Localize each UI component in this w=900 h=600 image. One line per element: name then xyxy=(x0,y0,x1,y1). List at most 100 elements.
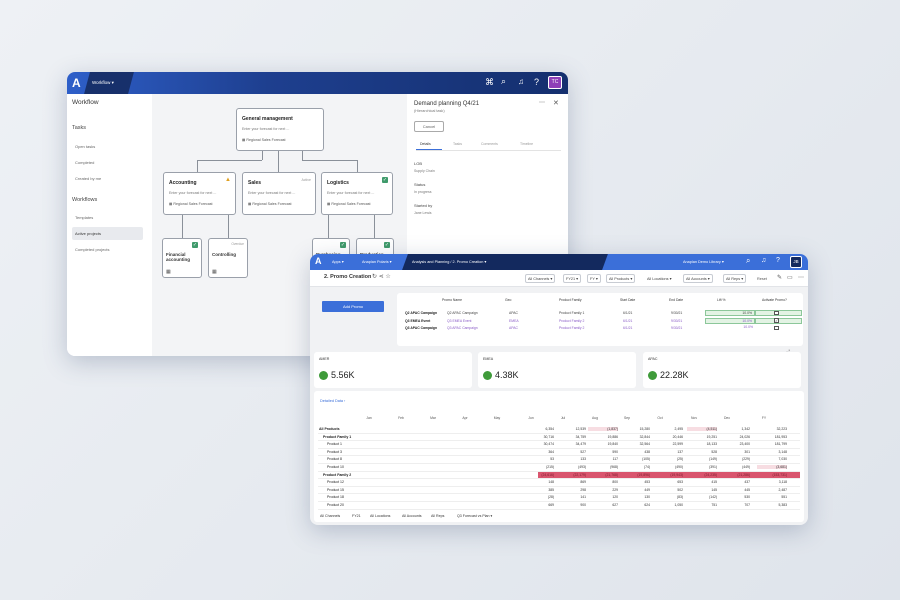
node-controlling[interactable]: Overdue Controlling ▦ xyxy=(208,238,248,278)
grid-cell[interactable]: (149) xyxy=(709,457,717,462)
filter-dropdown[interactable]: All Locations ▾ xyxy=(644,274,675,283)
grid-cell[interactable]: 627 xyxy=(612,503,618,507)
grid-cell[interactable]: 12,539 xyxy=(575,427,586,431)
grid-cell[interactable]: 22,599 xyxy=(672,442,683,447)
help-icon[interactable]: ? xyxy=(776,257,780,264)
grid-cell[interactable]: 19,886 xyxy=(607,434,618,439)
tab-comments[interactable]: Comments xyxy=(481,142,498,146)
grid-cell[interactable]: 624 xyxy=(644,503,650,507)
family-cell[interactable]: Product Family 2 xyxy=(559,318,585,323)
footer-filter[interactable]: FY21 xyxy=(352,514,361,518)
start-date-cell[interactable]: 6/1/21 xyxy=(623,326,633,330)
end-date-cell[interactable]: 9/30/21 xyxy=(671,318,683,323)
node-general-management[interactable]: General management Enter your forecast f… xyxy=(236,108,324,151)
node-logistics[interactable]: Logistics ✓ Enter your forecast for next… xyxy=(321,172,393,215)
grid-cell[interactable]: 1,050 xyxy=(674,503,684,507)
tab-tasks[interactable]: Tasks xyxy=(453,142,462,146)
grid-cell[interactable]: (3,681) xyxy=(757,465,787,469)
more-icon[interactable]: ⋯ xyxy=(798,275,804,281)
start-date-cell[interactable]: 6/1/21 xyxy=(623,318,633,323)
filter-dropdown[interactable]: All Accounts ▾ xyxy=(683,274,713,283)
family-cell[interactable]: Product Family 1 xyxy=(559,311,585,315)
promo-name-cell[interactable]: Q2 APAC Campaign xyxy=(447,311,478,315)
grid-cell[interactable]: (19,896) xyxy=(637,472,650,477)
lift-cell[interactable]: 10.0% xyxy=(705,317,755,324)
filter-dropdown[interactable]: FY21 ▾ xyxy=(563,274,582,283)
apps-icon[interactable]: ⌘ xyxy=(485,77,494,87)
grid-cell[interactable]: 181,799 xyxy=(774,442,787,447)
grid-cell[interactable]: 415 xyxy=(711,480,717,485)
grid-cell[interactable]: 137 xyxy=(677,449,683,454)
lift-cell[interactable]: 10.0% xyxy=(705,310,755,316)
close-icon[interactable]: ✕ xyxy=(553,100,559,107)
node-sales[interactable]: Sales Active Enter your forecast for nex… xyxy=(242,172,316,215)
grid-cell[interactable]: (74) xyxy=(643,465,650,469)
grid-cell[interactable]: 590 xyxy=(612,449,618,454)
grid-cell[interactable]: 130 xyxy=(644,495,650,500)
grid-cell[interactable]: 527 xyxy=(580,449,586,454)
end-date-cell[interactable]: 9/30/21 xyxy=(671,326,683,330)
node-accounting[interactable]: Accounting ▲ Enter your forecast for nex… xyxy=(163,172,236,215)
grid-cell[interactable]: 117 xyxy=(612,457,618,462)
grid-cell[interactable]: 229 xyxy=(612,487,618,492)
form-link[interactable]: ▦ Regional Sales Forecast xyxy=(169,202,213,206)
grid-cell[interactable]: 181,953 xyxy=(774,434,787,439)
grid-cell[interactable]: (21,286) xyxy=(737,472,750,477)
grid-cell[interactable]: 438 xyxy=(644,449,650,454)
grid-cell[interactable]: 800 xyxy=(612,480,618,485)
footer-filter[interactable]: All Channels xyxy=(320,514,341,518)
comment-icon[interactable]: ▭ xyxy=(787,275,793,281)
form-link[interactable]: ▦ Regional Sales Forecast xyxy=(327,202,371,206)
edit-icon[interactable]: ✎ xyxy=(777,275,783,281)
grid-cell[interactable]: (4,511) xyxy=(687,427,717,431)
start-date-cell[interactable]: 6/1/21 xyxy=(623,311,633,315)
lift-cell[interactable]: 10.0% xyxy=(743,325,753,329)
end-date-cell[interactable]: 9/30/21 xyxy=(671,311,683,315)
grid-cell[interactable]: 364 xyxy=(548,449,554,454)
grid-cell[interactable]: 133 xyxy=(580,457,586,462)
avatar[interactable]: JB xyxy=(790,256,802,268)
grid-cell[interactable]: (391) xyxy=(709,465,717,469)
grid-cell[interactable]: (1,837) xyxy=(588,427,618,431)
grid-cell[interactable]: 869 xyxy=(580,480,586,485)
library-menu[interactable]: Anaplan Demo Library ▾ xyxy=(683,260,724,264)
grid-cell[interactable]: (105) xyxy=(642,457,650,462)
filter-dropdown[interactable]: All Reps ▾ xyxy=(723,274,747,283)
grid-cell[interactable]: (493) xyxy=(578,465,586,469)
grid-cell[interactable]: 2,487 xyxy=(778,487,788,492)
grid-cell[interactable]: (490) xyxy=(675,465,683,469)
cancel-button[interactable]: Cancel xyxy=(414,121,444,132)
sidebar-item-completed-projects[interactable]: Completed projects xyxy=(75,247,110,252)
filter-dropdown[interactable]: All Products ▾ xyxy=(606,274,636,283)
grid-cell[interactable]: 32,844 xyxy=(639,434,650,439)
grid-cell[interactable]: 120 xyxy=(612,495,618,500)
family-cell[interactable]: Product Family 2 xyxy=(559,326,585,330)
footer-filter[interactable]: Q3 Forecast vs Plan ▾ xyxy=(457,514,493,518)
grid-cell[interactable]: 707 xyxy=(744,503,750,507)
filter-dropdown[interactable]: FY ▾ xyxy=(587,274,601,283)
search-icon[interactable]: ⌕ xyxy=(746,256,751,265)
geo-cell[interactable]: APAC xyxy=(509,311,518,315)
filter-dropdown[interactable]: All Channels ▾ xyxy=(525,274,556,283)
grid-cell[interactable]: 3,118 xyxy=(778,480,787,485)
reset-button[interactable]: Reset xyxy=(757,277,767,281)
grid-cell[interactable]: 32,564 xyxy=(639,442,650,447)
grid-cell[interactable]: (449) xyxy=(742,465,750,469)
node-financial-accounting[interactable]: ✓ Financial accounting ▦ xyxy=(162,238,202,278)
avatar[interactable]: TC xyxy=(548,76,562,89)
grid-cell[interactable]: (21,768) xyxy=(605,472,618,477)
grid-cell[interactable]: 19,840 xyxy=(607,442,618,447)
form-link[interactable]: ▦ Regional Sales Forecast xyxy=(242,138,286,142)
grid-cell[interactable]: 301 xyxy=(744,449,750,454)
grid-cell[interactable]: 30,716 xyxy=(543,434,554,439)
grid-cell[interactable]: 653 xyxy=(677,480,683,485)
grid-cell[interactable]: 23,400 xyxy=(739,442,750,447)
activate-checkbox[interactable] xyxy=(774,310,779,315)
more-icon[interactable]: ⋯ xyxy=(539,100,545,106)
refresh-share-star-icons[interactable]: ↻ ⋖ ☆ xyxy=(372,274,391,280)
grid-cell[interactable]: (142) xyxy=(709,495,717,500)
grid-cell[interactable]: 3,148 xyxy=(778,449,788,454)
sidebar-item-templates[interactable]: Templates xyxy=(75,215,94,220)
grid-cell[interactable]: 34,759 xyxy=(575,434,586,439)
model-menu[interactable]: Anaplan Polaris ▾ xyxy=(362,260,392,264)
